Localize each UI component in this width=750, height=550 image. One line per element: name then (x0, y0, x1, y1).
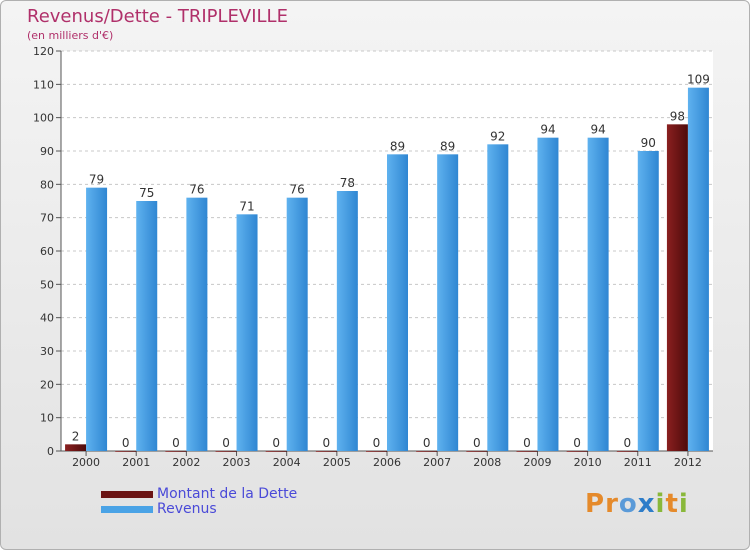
legend-label-debt: Montant de la Dette (157, 486, 298, 502)
y-tick-label: 20 (40, 378, 54, 391)
data-label-revenue: 90 (641, 136, 656, 150)
bar-debt (466, 451, 488, 452)
y-tick-label: 10 (40, 412, 54, 425)
y-tick-label: 50 (40, 278, 54, 291)
data-label-debt: 98 (670, 109, 685, 123)
data-label-revenue: 89 (390, 139, 405, 153)
y-tick-label: 60 (40, 245, 54, 258)
data-label-debt: 0 (122, 436, 130, 450)
bar-debt (265, 451, 287, 452)
data-label-debt: 2 (72, 429, 80, 443)
bar-debt (666, 124, 688, 451)
bar-debt (215, 451, 237, 452)
bar-revenue (387, 154, 408, 452)
x-tick-label: 2006 (373, 456, 401, 469)
y-tick-label: 120 (33, 45, 54, 58)
legend-label-revenue: Revenus (157, 501, 217, 517)
bar-debt (115, 451, 137, 452)
bar-debt (366, 451, 387, 452)
data-label-debt: 0 (573, 436, 581, 450)
bar-debt (616, 451, 638, 452)
logo-letter: o (618, 489, 638, 519)
x-tick-label: 2003 (223, 456, 251, 469)
bar-revenue (487, 144, 509, 452)
legend-swatch-debt (101, 491, 153, 498)
bar-revenue (437, 154, 459, 452)
data-label-revenue: 71 (239, 199, 254, 213)
logo-letter: i (655, 489, 666, 519)
data-label-revenue: 109 (687, 73, 710, 87)
x-tick-label: 2011 (624, 456, 652, 469)
x-tick-label: 2001 (122, 456, 150, 469)
logo-letter: r (605, 489, 619, 519)
y-tick-label: 40 (40, 312, 54, 325)
x-tick-label: 2005 (323, 456, 351, 469)
x-tick-label: 2007 (423, 456, 451, 469)
data-label-revenue: 76 (189, 183, 204, 197)
data-label-debt: 0 (172, 436, 180, 450)
logo-letter: i (678, 489, 689, 519)
bar-revenue (136, 201, 158, 451)
bar-revenue (286, 197, 308, 451)
data-label-revenue: 94 (590, 123, 605, 137)
bar-revenue (637, 151, 659, 451)
bar-revenue (687, 87, 709, 452)
proxiti-logo: Proxiti (585, 489, 689, 519)
data-label-debt: 0 (222, 436, 230, 450)
data-label-debt: 0 (423, 436, 431, 450)
legend-swatch-revenue (101, 506, 153, 513)
data-label-revenue: 78 (340, 176, 355, 190)
y-tick-label: 30 (40, 345, 54, 358)
y-tick-label: 70 (40, 212, 54, 225)
logo-letter: P (585, 489, 606, 519)
data-label-debt: 0 (272, 436, 280, 450)
bar-revenue (336, 191, 358, 451)
x-tick-label: 2000 (72, 456, 100, 469)
data-label-debt: 0 (373, 436, 381, 450)
bar-debt (165, 451, 187, 452)
x-tick-label: 2009 (523, 456, 551, 469)
bar-debt (516, 451, 538, 452)
data-label-revenue: 75 (139, 186, 154, 200)
y-tick-label: 110 (33, 78, 54, 91)
y-tick-label: 90 (40, 145, 54, 158)
bar-revenue (236, 214, 258, 451)
data-label-debt: 0 (473, 436, 481, 450)
y-tick-label: 100 (33, 112, 54, 125)
bar-debt (416, 451, 438, 452)
data-label-revenue: 92 (490, 129, 505, 143)
chart-title: Revenus/Dette - TRIPLEVILLE (27, 6, 288, 27)
chart-subtitle: (en milliers d'€) (27, 29, 114, 42)
data-label-debt: 0 (323, 436, 331, 450)
x-tick-label: 2012 (674, 456, 702, 469)
bar-debt (566, 451, 588, 452)
y-tick-label: 0 (47, 445, 54, 458)
logo-letter: t (665, 489, 679, 519)
data-label-debt: 0 (623, 436, 631, 450)
logo-letter: x (637, 489, 656, 519)
x-tick-label: 2010 (574, 456, 602, 469)
data-label-revenue: 79 (89, 173, 104, 187)
x-tick-label: 2002 (172, 456, 200, 469)
data-label-debt: 0 (523, 436, 531, 450)
data-label-revenue: 89 (440, 139, 455, 153)
data-label-revenue: 94 (540, 123, 555, 137)
bar-revenue (86, 187, 108, 451)
x-tick-label: 2004 (273, 456, 301, 469)
bar-revenue (587, 137, 609, 451)
bar-debt (315, 451, 337, 452)
bar-revenue (537, 137, 559, 451)
data-label-revenue: 76 (290, 183, 305, 197)
x-tick-label: 2008 (473, 456, 501, 469)
bar-debt (65, 444, 87, 451)
y-tick-label: 80 (40, 178, 54, 191)
bar-revenue (186, 197, 208, 451)
